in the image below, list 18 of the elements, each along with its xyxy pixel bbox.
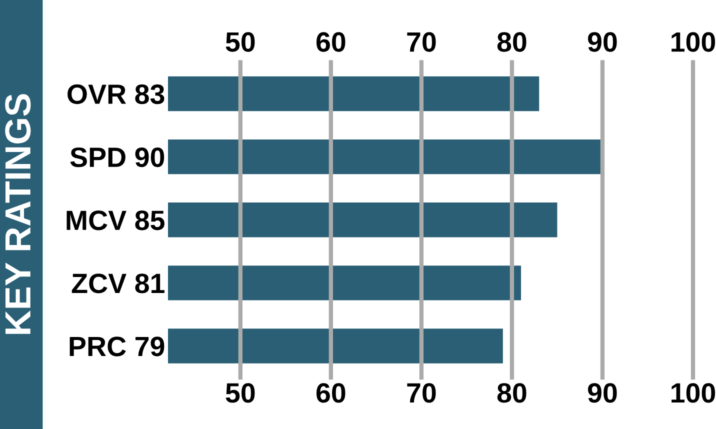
text: KEY RATINGS — [5, 94, 31, 334]
y-tick-label: MCV 85 — [66, 210, 164, 230]
x-tick-label: 60 — [316, 383, 346, 403]
y-tick-label: SPD 90 — [70, 147, 164, 168]
y-tick-label: ZCV 81 — [72, 274, 164, 294]
x2-tick-label: 50 — [226, 32, 255, 52]
x-tick-label: 90 — [588, 383, 617, 403]
y-tick-label: OVR 83 — [68, 84, 164, 104]
x2-tick-label: 80 — [497, 32, 526, 52]
y-tick-label: PRC 79 — [70, 336, 164, 356]
x-tick-label: 50 — [226, 383, 255, 403]
x-tick-label: 100 — [672, 383, 716, 403]
x2-tick-label: 90 — [588, 32, 617, 52]
x-tick-label: 70 — [407, 383, 436, 403]
x2-tick-label: 100 — [672, 32, 716, 52]
x2-tick-label: 70 — [407, 32, 436, 52]
x2-tick-label: 60 — [316, 32, 346, 52]
x-tick-label: 80 — [497, 383, 526, 403]
